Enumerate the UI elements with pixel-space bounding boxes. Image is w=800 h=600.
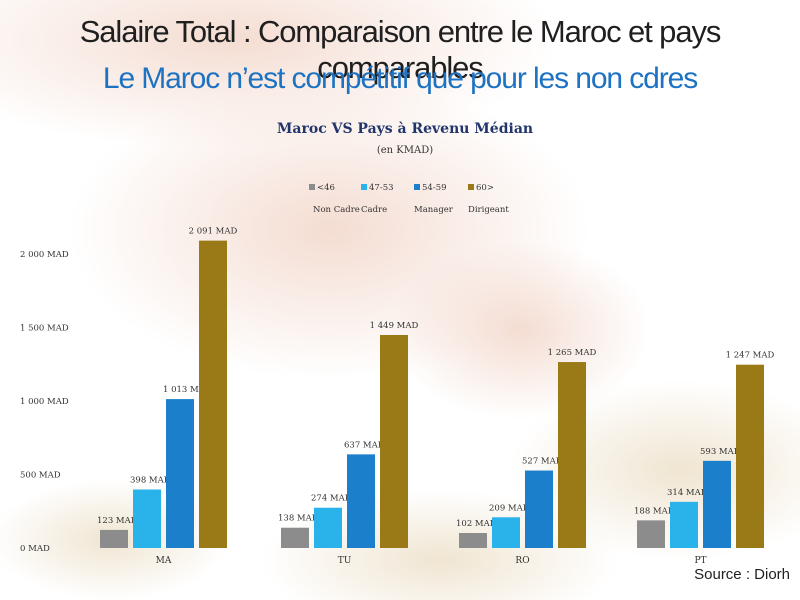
data-label: 1 449 MAD	[370, 321, 419, 331]
page-title: Salaire Total : Comparaison entre le Mar…	[79, 14, 722, 85]
bar	[525, 470, 553, 548]
bar	[314, 507, 342, 548]
chart-subtitle: (en KMAD)	[377, 145, 433, 156]
data-label: 593 MAD	[700, 447, 741, 457]
data-label: 102 MAD	[456, 519, 497, 529]
data-label: 1 247 MAD	[726, 351, 775, 361]
bar	[558, 362, 586, 548]
category-label: PT	[694, 556, 706, 566]
data-label: 1 013 MAD	[163, 385, 212, 395]
bar	[637, 520, 665, 548]
y-tick-label: 500 MAD	[20, 471, 61, 481]
legend-swatch	[468, 184, 474, 190]
y-axis: 0 MAD 500 MAD 1 000 MAD 1 500 MAD 2 000 MAD	[20, 250, 69, 554]
category-label: RO	[515, 556, 529, 566]
bar	[133, 489, 161, 548]
bar-group-ro: 102 MAD 209 MAD 527 MAD 1 265 MAD	[456, 348, 597, 548]
y-tick-label: 1 500 MAD	[20, 324, 69, 334]
y-tick-label: 2 000 MAD	[20, 250, 69, 260]
bar-groups: 123 MAD 398 MAD 1 013 MAD 2 091 MAD 138 MAD 2…	[97, 227, 775, 549]
data-label: 1 265 MAD	[548, 348, 597, 358]
data-label: 314 MAD	[667, 488, 708, 498]
y-tick-label: 0 MAD	[20, 544, 50, 554]
source-note: Source : Diorh	[694, 566, 790, 583]
bar	[703, 460, 731, 548]
chart-title: Maroc VS Pays à Revenu Médian	[277, 121, 533, 137]
legend-swatch	[361, 184, 367, 190]
bar	[281, 527, 309, 548]
legend-sublabel: Manager	[414, 205, 454, 215]
category-label: TU	[338, 556, 352, 566]
data-label: 188 MAD	[634, 506, 675, 516]
data-label: 527 MAD	[522, 457, 563, 467]
page-subtitle: Le Maroc n’est compétitif que pour les n…	[102, 62, 698, 95]
data-label: 2 091 MAD	[189, 227, 238, 237]
data-label: 398 MAD	[130, 475, 171, 485]
bar	[347, 454, 375, 548]
data-label: 209 MAD	[489, 503, 530, 513]
bar	[199, 240, 227, 549]
legend-swatch	[309, 184, 315, 190]
legend-sublabel: Dirigeant	[468, 205, 509, 215]
bar-group-ma: 123 MAD 398 MAD 1 013 MAD 2 091 MAD	[97, 227, 238, 549]
data-label: 138 MAD	[278, 514, 319, 524]
data-label: 274 MAD	[311, 494, 352, 504]
legend-swatch	[414, 184, 420, 190]
legend-sublabel: Cadre	[361, 205, 387, 215]
legend-sublabel: Non Cadre	[313, 205, 360, 215]
bar-group-tu: 138 MAD 274 MAD 637 MAD 1 449 MAD	[278, 321, 419, 548]
bar	[459, 533, 487, 548]
legend-label: 47-53	[369, 183, 394, 193]
legend-label: <46	[317, 183, 335, 193]
legend-label: 60>	[476, 183, 494, 193]
bar	[100, 529, 128, 548]
bar	[670, 501, 698, 548]
y-tick-label: 1 000 MAD	[20, 397, 69, 407]
bar-group-pt: 188 MAD 314 MAD 593 MAD 1 247 MAD	[634, 351, 775, 548]
x-axis: MA TU RO PT	[156, 556, 707, 566]
chart-legend: <46 Non Cadre 47-53 Cadre 54-59 Manager 60> Dir…	[309, 183, 509, 215]
category-label: MA	[156, 556, 172, 566]
legend-label: 54-59	[422, 183, 447, 193]
data-label: 123 MAD	[97, 516, 138, 526]
bar	[736, 364, 764, 548]
bar	[492, 517, 520, 548]
data-label: 637 MAD	[344, 440, 385, 450]
bar	[166, 399, 194, 548]
bar	[380, 334, 408, 548]
